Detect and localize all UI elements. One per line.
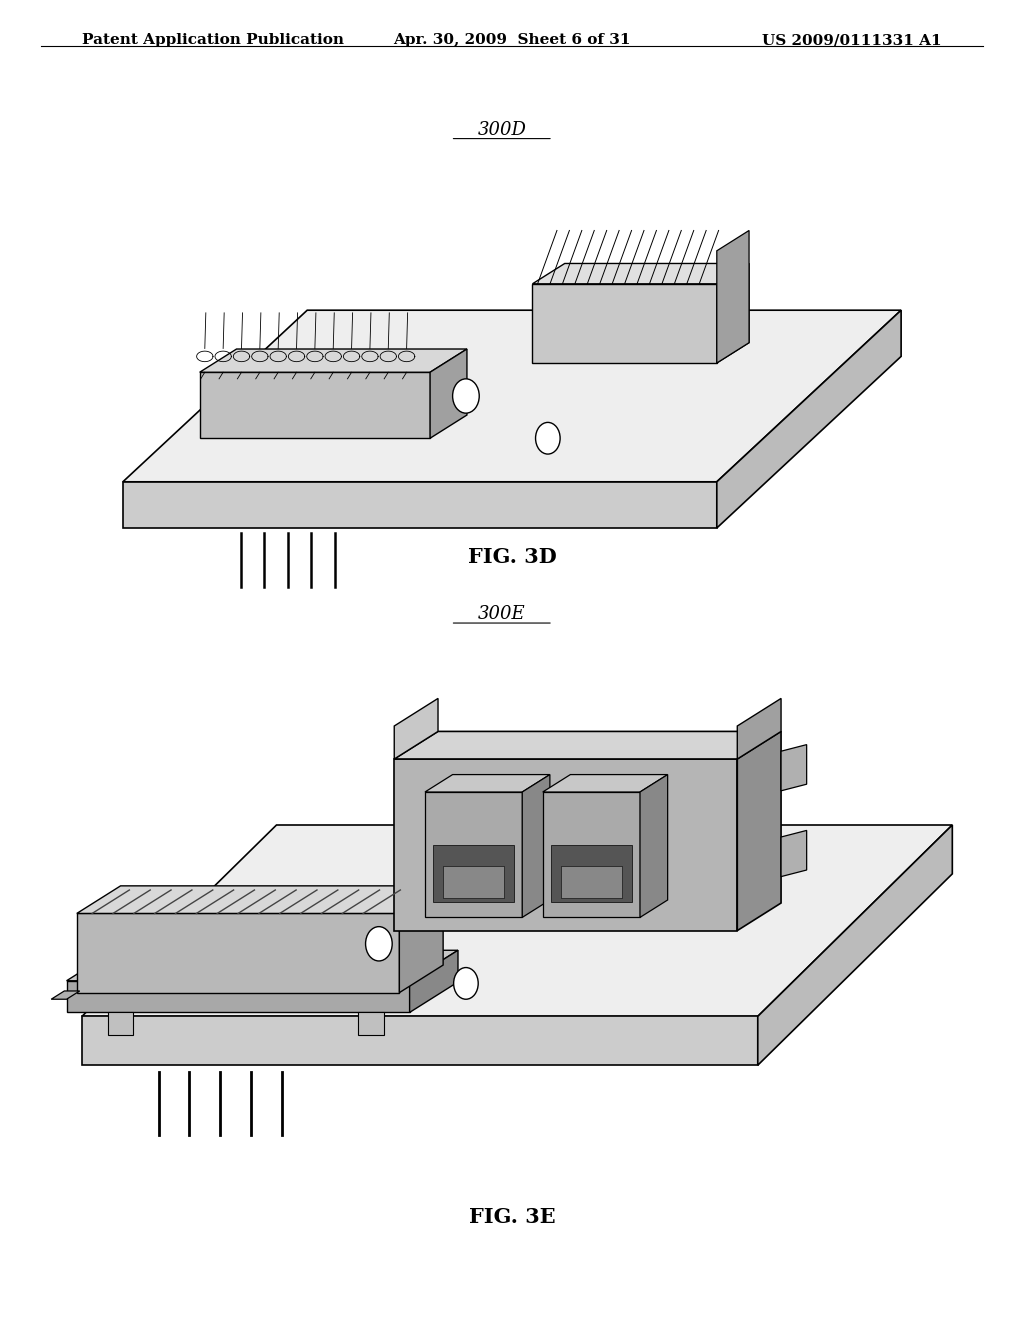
- Polygon shape: [77, 886, 443, 913]
- Text: FIG. 3E: FIG. 3E: [469, 1206, 555, 1228]
- Polygon shape: [543, 792, 640, 917]
- Text: FIG. 3D: FIG. 3D: [468, 546, 556, 568]
- Text: 300E: 300E: [478, 605, 525, 623]
- Polygon shape: [543, 775, 668, 792]
- Polygon shape: [77, 913, 399, 993]
- Polygon shape: [123, 482, 717, 528]
- Text: Apr. 30, 2009  Sheet 6 of 31: Apr. 30, 2009 Sheet 6 of 31: [393, 33, 631, 48]
- Polygon shape: [399, 886, 443, 993]
- Polygon shape: [200, 348, 467, 372]
- Text: US 2009/0111331 A1: US 2009/0111331 A1: [763, 33, 942, 48]
- Bar: [551, 845, 632, 902]
- Circle shape: [366, 927, 392, 961]
- Polygon shape: [200, 372, 430, 438]
- Polygon shape: [737, 698, 781, 759]
- Polygon shape: [123, 310, 901, 482]
- Text: 300D: 300D: [477, 120, 526, 139]
- Polygon shape: [67, 950, 458, 981]
- Bar: [561, 866, 622, 898]
- Polygon shape: [394, 731, 781, 759]
- Polygon shape: [781, 744, 807, 791]
- Polygon shape: [410, 950, 458, 1012]
- Polygon shape: [358, 1012, 384, 1035]
- Polygon shape: [781, 830, 807, 876]
- Polygon shape: [430, 348, 467, 438]
- Polygon shape: [522, 775, 550, 917]
- Polygon shape: [425, 775, 550, 792]
- Polygon shape: [394, 698, 438, 759]
- Polygon shape: [82, 825, 952, 1016]
- Polygon shape: [717, 231, 749, 363]
- Polygon shape: [425, 792, 522, 917]
- Circle shape: [454, 968, 478, 999]
- Polygon shape: [640, 775, 668, 917]
- Polygon shape: [108, 1012, 133, 1035]
- Polygon shape: [51, 991, 80, 999]
- Polygon shape: [717, 264, 749, 363]
- Polygon shape: [67, 981, 410, 1012]
- Circle shape: [453, 379, 479, 413]
- Bar: [443, 866, 504, 898]
- Polygon shape: [532, 284, 717, 363]
- Polygon shape: [717, 310, 901, 528]
- Polygon shape: [394, 759, 737, 931]
- Text: Patent Application Publication: Patent Application Publication: [82, 33, 344, 48]
- Polygon shape: [758, 825, 952, 1065]
- Polygon shape: [737, 731, 781, 931]
- Polygon shape: [532, 264, 749, 284]
- Polygon shape: [82, 1016, 758, 1065]
- Bar: [433, 845, 514, 902]
- Circle shape: [536, 422, 560, 454]
